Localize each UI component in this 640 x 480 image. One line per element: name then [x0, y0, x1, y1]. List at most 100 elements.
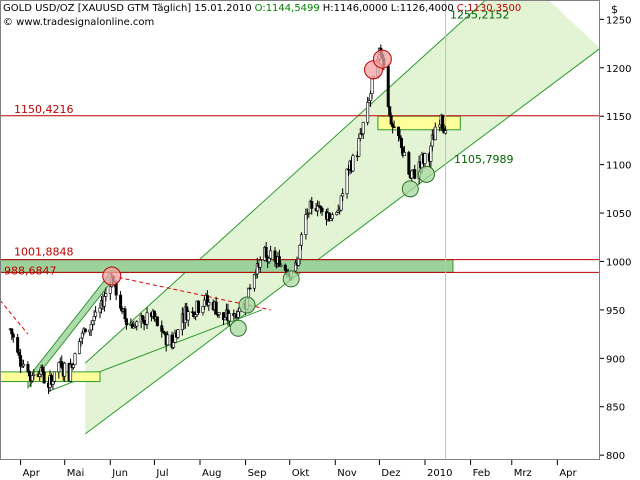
- candle-body: [80, 332, 84, 339]
- candle-body: [258, 259, 262, 268]
- candle-body: [402, 152, 406, 156]
- candle-body: [310, 201, 314, 209]
- candle-body: [135, 321, 139, 327]
- candle-body: [142, 320, 146, 325]
- candle-body: [264, 247, 268, 258]
- top-marker-5: [372, 49, 392, 69]
- candle-body: [57, 362, 61, 373]
- x-tick-label-1: Mai: [67, 468, 85, 479]
- candle-body: [60, 361, 64, 368]
- level-label-988: 988,6847: [4, 264, 57, 277]
- x-tick-label-5: Sep: [248, 468, 267, 479]
- candle-body: [155, 316, 159, 326]
- candles-layer: [8, 44, 448, 395]
- candle-body: [197, 300, 201, 313]
- x-tick-label-7: Nov: [337, 468, 357, 479]
- candle-body: [19, 355, 23, 367]
- candle-body: [83, 328, 87, 333]
- low-marker-2: [229, 319, 247, 337]
- candle-body: [22, 364, 26, 367]
- candle-body: [30, 375, 34, 382]
- overlay-layer: 1150,4216 1001,8848 988,6847 1255,2152 1105,…: [4, 8, 514, 337]
- candle-body: [72, 364, 76, 368]
- candle-body: [38, 373, 42, 377]
- candle-body: [172, 342, 176, 348]
- candle-body: [166, 334, 170, 346]
- candle-body: [176, 329, 180, 338]
- instrument-title: GOLD USD/OZ [XAUUSD GTM Täglich] 15.01.2…: [3, 3, 252, 14]
- candle-body: [341, 193, 345, 197]
- high-value: H:1146,0000: [322, 3, 388, 14]
- candle-body: [298, 244, 302, 260]
- plot-frame: [0, 0, 600, 460]
- candle-body: [410, 170, 414, 179]
- x-tick-label-0: Apr: [23, 468, 41, 479]
- candle-body: [357, 138, 361, 157]
- candle-body: [283, 264, 287, 271]
- candle-body: [366, 102, 370, 123]
- candle-body: [248, 287, 252, 290]
- candle-body: [41, 367, 45, 373]
- y-tick-label-4: 1000: [606, 257, 631, 268]
- y-tick-label-6: 1100: [606, 161, 631, 172]
- candle-body: [361, 122, 365, 135]
- x-tick-label-4: Aug: [202, 468, 222, 479]
- candle-body: [77, 341, 81, 354]
- trend-channel-fill: [85, 0, 600, 434]
- candle-body: [330, 214, 334, 219]
- candle-body: [236, 311, 240, 318]
- y-tick-label-1: 850: [606, 403, 625, 414]
- candle-body: [79, 337, 83, 342]
- y-tick-label-0: 800: [606, 451, 625, 462]
- candle-body: [217, 312, 221, 315]
- candle-body: [407, 152, 411, 175]
- candle-body: [11, 333, 15, 338]
- candle-body: [17, 351, 21, 356]
- candle-body: [214, 301, 218, 315]
- candle-body: [433, 126, 437, 141]
- x-tick-label-12: Apr: [559, 468, 577, 479]
- low-marker-3: [282, 270, 300, 288]
- candle-body: [429, 145, 433, 162]
- candle-body: [94, 311, 98, 317]
- candle-body: [267, 258, 271, 263]
- candle-body: [389, 115, 393, 125]
- y-tick-label-3: 950: [606, 306, 625, 317]
- x-tick-label-2: Jun: [111, 468, 128, 479]
- level-label-1150: 1150,4216: [14, 103, 74, 116]
- candle-body: [351, 155, 355, 172]
- x-tick-label-3: Jul: [155, 468, 168, 479]
- candle-body: [52, 371, 56, 382]
- candle-body: [42, 371, 46, 384]
- low-value: L:1126,4000: [390, 3, 454, 14]
- candle-body: [102, 296, 106, 307]
- candle-body: [207, 302, 211, 306]
- candle-body: [98, 307, 102, 313]
- candle-body: [51, 381, 55, 385]
- level-label-1001: 1001,8848: [14, 246, 74, 259]
- y-tick-label-5: 1050: [606, 209, 631, 220]
- website-credit: © www.tradesignalonline.com: [3, 17, 155, 28]
- candle-body: [26, 364, 30, 372]
- low-marker-7: [417, 165, 435, 183]
- candle-body: [335, 212, 339, 215]
- candle-body: [386, 66, 390, 107]
- candle-body: [227, 313, 231, 322]
- candle-body: [201, 306, 205, 313]
- annotation-label-1105: 1105,7989: [454, 153, 514, 166]
- candle-body: [73, 353, 77, 366]
- lower-channel-line: [84, 48, 601, 435]
- x-tick-label-6: Okt: [292, 468, 310, 479]
- currency-symbol: $: [611, 3, 618, 16]
- resistance-band-1000: [0, 259, 454, 273]
- candle-body: [273, 250, 277, 262]
- x-tick-label-9: 2010: [427, 468, 452, 479]
- candle-body: [108, 286, 112, 294]
- candle-body: [398, 135, 402, 139]
- y-tick-label-9: 1250: [606, 15, 631, 26]
- candle-body: [279, 264, 283, 267]
- candle-body: [252, 273, 256, 289]
- x-tick-label-8: Dez: [381, 468, 400, 479]
- x-tick-label-10: Feb: [473, 468, 491, 479]
